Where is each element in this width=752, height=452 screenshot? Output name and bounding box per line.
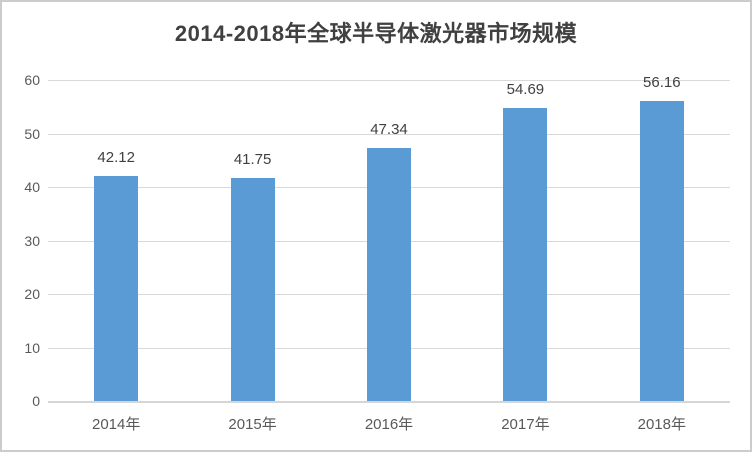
y-tick-label-40: 40 — [24, 179, 40, 195]
y-tick-label-50: 50 — [24, 125, 40, 142]
y-tick-label-30: 30 — [24, 232, 40, 249]
x-tick-label-2018年: 2018年 — [637, 416, 686, 433]
x-axis-line — [48, 401, 730, 403]
y-tick-label-0: 0 — [32, 393, 40, 409]
data-label-2015年: 41.75 — [233, 150, 272, 168]
bar-2015年 — [230, 177, 275, 401]
bar-2014年 — [94, 175, 139, 401]
data-label-2018年: 56.16 — [643, 73, 681, 91]
x-tick-label-2015年: 2015年 — [228, 416, 277, 433]
chart-title: 2014-2018年全球半导体激光器市场规模 — [174, 21, 578, 46]
bar-2018年 — [639, 100, 684, 401]
data-label-2017年: 54.69 — [506, 81, 545, 99]
y-tick-label-20: 20 — [24, 286, 40, 302]
plot-area: 0 10 20 30 40 50 60 42.12 41.75 47.34 54.69 56.16 … — [24, 72, 730, 433]
data-label-2016年: 47.34 — [370, 120, 408, 138]
y-tick-label-10: 10 — [24, 339, 40, 356]
x-tick-label-2017年: 2017年 — [501, 416, 550, 433]
data-label-2014年: 42.12 — [97, 148, 135, 166]
y-tick-label-60: 60 — [24, 72, 40, 88]
x-tick-label-2014年: 2014年 — [92, 416, 141, 433]
bar-2017年 — [503, 108, 548, 401]
gridline-y50 — [48, 133, 730, 135]
bar-2016年 — [367, 147, 411, 401]
gridline-y60 — [48, 80, 730, 81]
x-tick-label-2016年: 2016年 — [364, 416, 414, 433]
